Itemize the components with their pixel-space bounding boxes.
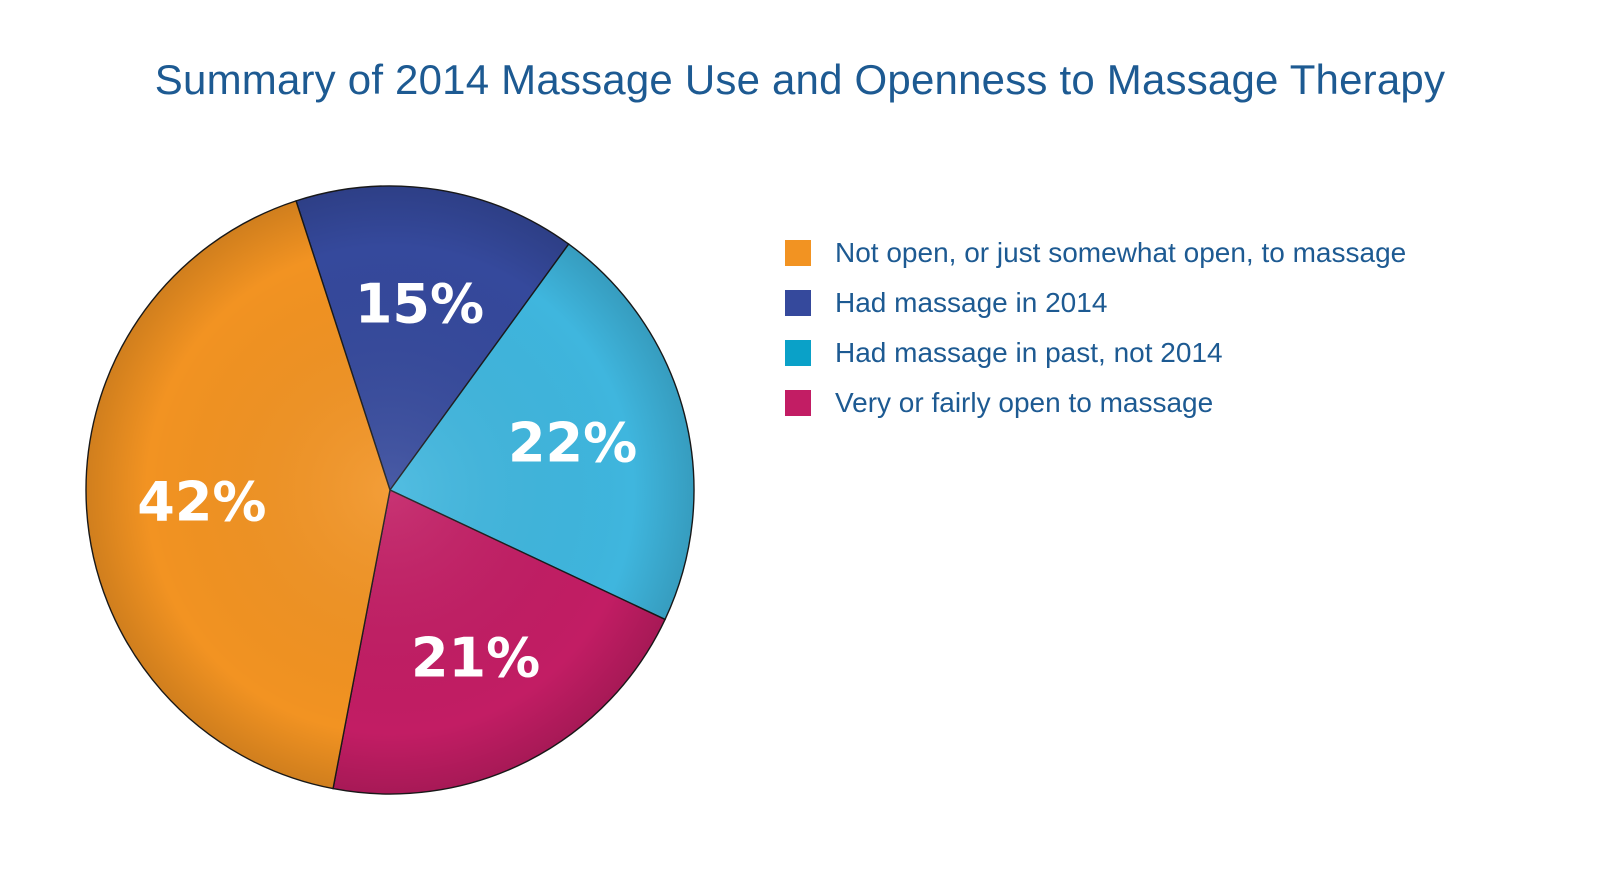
legend-item: Had massage in past, not 2014 [785, 328, 1406, 378]
legend-label: Had massage in 2014 [835, 287, 1108, 318]
slice-data-label: 22% [508, 412, 637, 475]
slice-data-label: 15% [355, 272, 484, 335]
legend-swatch [785, 340, 811, 366]
slice-data-label: 21% [411, 626, 540, 689]
legend-label: Had massage in past, not 2014 [835, 337, 1223, 368]
legend-item: Not open, or just somewhat open, to mass… [785, 228, 1406, 278]
legend-swatch [785, 390, 811, 416]
legend: Not open, or just somewhat open, to mass… [785, 228, 1406, 428]
legend-swatch [785, 290, 811, 316]
legend-swatch [785, 240, 811, 266]
legend-item: Had massage in 2014 [785, 278, 1406, 328]
slice-data-label: 42% [137, 470, 266, 533]
legend-label: Very or fairly open to massage [835, 387, 1214, 418]
legend-item: Very or fairly open to massage [785, 378, 1406, 428]
legend-label: Not open, or just somewhat open, to mass… [835, 237, 1407, 268]
chart-title: Summary of 2014 Massage Use and Openness… [154, 56, 1446, 103]
